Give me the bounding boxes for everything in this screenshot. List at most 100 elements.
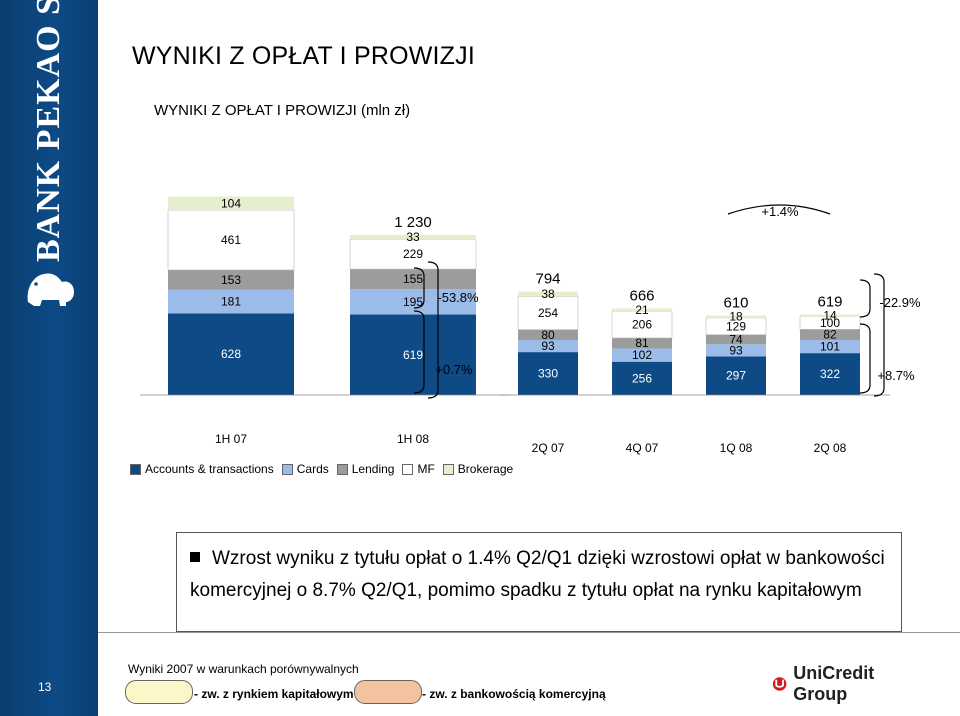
legend-item: MF [402, 462, 435, 476]
bar-mf-segment [167, 209, 295, 271]
bar-mf-segment [517, 296, 579, 330]
bar-accounts-segment [518, 352, 578, 395]
commercial-change-bracket [413, 310, 425, 394]
bullet-square-icon [190, 552, 200, 562]
bar-brokerage-segment [350, 234, 476, 240]
bar-brokerage-segment [706, 315, 766, 318]
bar-lending-segment [168, 269, 294, 290]
bar-total-label: 666 [629, 287, 654, 304]
sidebar-brand-strip: BANK PEKAO SA 13 [0, 0, 98, 716]
bar-brokerage-segment [168, 196, 294, 211]
legend-label: Accounts & transactions [145, 462, 274, 476]
bar-value-label: 80 [541, 328, 555, 342]
summary-text: Wzrost wyniku z tytułu opłat o 1.4% Q2/Q… [190, 548, 885, 601]
legend-swatch [281, 463, 293, 475]
q-total-change-arc [727, 204, 831, 215]
legend-swatch [336, 463, 348, 475]
left-group-bracket [427, 261, 439, 399]
bar-value-label: 619 [403, 348, 423, 362]
legend-label: MF [417, 462, 435, 476]
bar-value-label: 628 [221, 347, 241, 361]
bar-mf-segment [705, 317, 767, 335]
bar-value-label: 18 [729, 310, 743, 324]
bar-brokerage-segment [800, 314, 860, 317]
bar-lending-segment [706, 334, 766, 345]
bar-value-label: 104 [221, 196, 241, 210]
bar-lending-segment [518, 329, 578, 341]
bar-total-label: 1 526 [212, 190, 250, 192]
bar-total-label: 610 [723, 295, 748, 312]
capital-market-legend: - zw. z rynkiem kapitałowym [194, 687, 354, 701]
bar-value-label: 74 [729, 332, 743, 346]
q-commercial-change-label: +8.7% [877, 368, 915, 383]
legend-item: Brokerage [442, 462, 513, 476]
q-mf-change-bracket [859, 279, 871, 318]
bar-value-label: 100 [820, 316, 840, 330]
bar-value-label: 21 [635, 303, 649, 317]
capital-market-swatch [125, 680, 193, 704]
bar-total-label: 794 [535, 271, 560, 288]
bar-cards-segment [800, 340, 860, 354]
bar-lending-segment [350, 269, 476, 290]
bar-value-label: 38 [541, 287, 555, 301]
bar-value-label: 82 [823, 328, 837, 342]
bar-value-label: 330 [538, 367, 558, 381]
legend-item: Lending [336, 462, 395, 476]
bar-value-label: 81 [635, 336, 649, 350]
bar-value-label: 229 [403, 247, 423, 261]
legend-swatch [402, 463, 414, 475]
footnote: Wyniki 2007 w warunkach porównywalnych [128, 662, 359, 676]
summary-box: Wzrost wyniku z tytułu opłat o 1.4% Q2/Q… [176, 532, 902, 632]
unicredit-logo: UniCredit Group [772, 663, 912, 704]
page-number: 13 [38, 680, 52, 694]
bar-lending-segment [612, 337, 672, 349]
mf-change-bracket [413, 267, 425, 309]
bar-value-label: 153 [221, 273, 241, 287]
commercial-change-label: +0.7% [435, 362, 473, 377]
bar-total-label: 1 230 [394, 214, 432, 231]
bar-mf-segment [611, 310, 673, 339]
x-tick-label: 2Q 07 [532, 441, 565, 455]
bar-cards-segment [518, 340, 578, 353]
bar-cards-segment [350, 289, 476, 315]
q-mf-change-label: -22.9% [879, 295, 920, 310]
legend-swatch [130, 463, 141, 475]
bar-brokerage-segment [518, 291, 578, 297]
bar-accounts-segment [168, 313, 294, 395]
x-tick-label: 2Q 08 [814, 441, 847, 455]
bar-value-label: 129 [726, 319, 746, 333]
bar-value-label: 256 [632, 371, 652, 385]
bar-accounts-segment [350, 314, 476, 395]
bar-brokerage-segment [612, 308, 672, 312]
bar-accounts-segment [800, 353, 860, 395]
bison-logo-icon [27, 273, 74, 306]
legend-label: Lending [351, 462, 395, 476]
chart-subtitle: WYNIKI Z OPŁAT I PROWIZJI (mln zł) [154, 102, 411, 119]
bar-value-label: 101 [820, 340, 840, 354]
bar-value-label: 181 [221, 295, 241, 309]
bar-value-label: 102 [632, 348, 652, 362]
x-tick-label: 1Q 08 [720, 441, 753, 455]
brand-name: BANK PEKAO SA [30, 0, 67, 262]
bar-accounts-segment [706, 356, 766, 395]
bar-value-label: 155 [403, 272, 423, 286]
commercial-banking-swatch [354, 680, 422, 704]
bar-mf-segment [799, 316, 861, 330]
page-title: WYNIKI Z OPŁAT I PROWIZJI [132, 42, 475, 70]
legend-swatch [442, 463, 454, 475]
bar-value-label: 93 [729, 343, 743, 357]
q-commercial-change-bracket [859, 323, 871, 394]
bar-value-label: 33 [406, 230, 420, 244]
x-tick-label: 4Q 07 [626, 441, 659, 455]
bar-accounts-segment [612, 361, 672, 395]
bar-cards-segment [706, 344, 766, 357]
unicredit-mark-icon [772, 677, 787, 691]
bar-value-label: 461 [221, 233, 241, 247]
x-tick-label: 1H 07 [215, 432, 247, 446]
x-tick-label: 1H 08 [397, 432, 429, 446]
legend-item: Cards [281, 462, 329, 476]
bar-mf-segment [349, 238, 477, 270]
bar-value-label: 254 [538, 306, 558, 320]
mf-change-label: -53.8% [437, 290, 479, 305]
